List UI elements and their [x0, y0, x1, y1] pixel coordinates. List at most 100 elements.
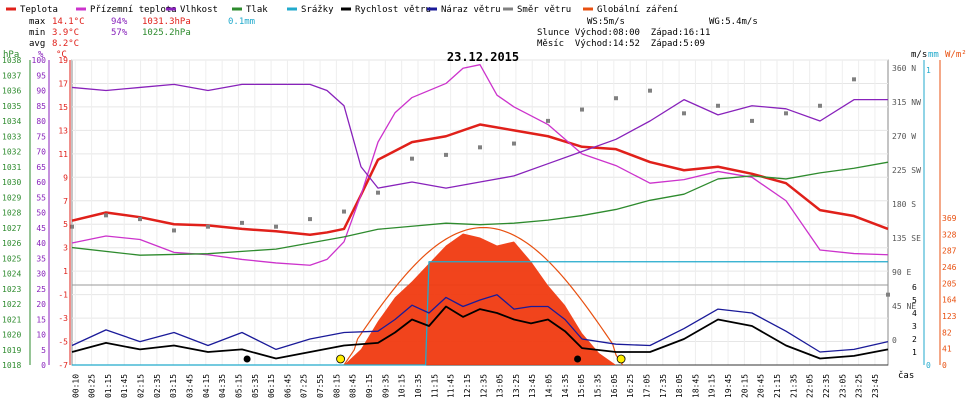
tick-humidity: 5 — [41, 346, 46, 355]
tick-time: 06:45 — [283, 374, 292, 398]
tick-rain: 0 — [926, 361, 931, 370]
tick-time: 19:15 — [708, 374, 717, 398]
wind-dir-point — [886, 292, 890, 297]
series-Náraz větru — [71, 294, 889, 353]
tick-temperature: -7 — [58, 361, 68, 370]
unit-pct: % — [38, 50, 44, 60]
moon-moonset-marker — [243, 355, 251, 363]
radiation-envelope — [343, 226, 624, 366]
tick-time: 14:35 — [561, 374, 570, 398]
tick-temperature: 5 — [63, 220, 68, 229]
unit-mm: mm — [928, 50, 939, 60]
tick-humidity: 95 — [36, 71, 46, 80]
unit-deg: °C — [56, 50, 67, 60]
stat-max-press: 1031.3hPa — [142, 17, 191, 27]
tick-radiation: 82 — [942, 328, 952, 337]
wind-dir-point — [376, 190, 380, 195]
sun-sunrise-marker — [336, 354, 346, 364]
wind-dir-point — [750, 118, 754, 123]
stat-min-press: 1025.2hPa — [142, 28, 191, 38]
tick-pressure: 1021 — [2, 315, 21, 324]
unit-hpa: hPa — [3, 50, 19, 60]
legend-label: Teplota — [20, 5, 58, 15]
stat-avg-label: avg — [29, 39, 45, 49]
tick-time: 04:15 — [202, 374, 211, 398]
tick-time: 02:35 — [153, 374, 162, 398]
tick-temperature: -3 — [58, 314, 68, 323]
legend-label: Rychlost větru — [355, 5, 431, 15]
wind-dir-point — [478, 145, 482, 150]
stat-min-hum: 57% — [111, 28, 128, 38]
legend-label: Globální záření — [597, 5, 678, 15]
tick-time: 20:15 — [740, 374, 749, 398]
radiation-fill — [344, 233, 616, 365]
radiation-area — [343, 226, 624, 366]
tick-wind: 2 — [912, 335, 917, 344]
tick-humidity: 80 — [36, 117, 46, 126]
tick-humidity: 0 — [41, 361, 46, 370]
tick-radiation: 246 — [942, 263, 957, 272]
tick-pressure: 1036 — [2, 87, 21, 96]
tick-direction: 135 SE — [892, 234, 921, 243]
legend-label: Tlak — [246, 5, 268, 15]
tick-temperature: 15 — [58, 103, 68, 112]
tick-rain: 1 — [926, 66, 931, 75]
tick-radiation: 328 — [942, 230, 957, 239]
series-lines — [71, 64, 889, 366]
tick-temperature: 11 — [58, 150, 68, 159]
tick-humidity: 15 — [36, 315, 46, 324]
wind-dir-point — [614, 96, 618, 101]
series-Vlhkost — [71, 83, 888, 189]
axes: 1018101910201021102210231024102510261027… — [2, 56, 957, 398]
tick-wind: 5 — [912, 296, 917, 305]
tick-time: 23:25 — [855, 374, 864, 398]
legend-label: Přízemní teplota — [90, 5, 177, 15]
tick-time: 11:15 — [430, 374, 439, 398]
tick-pressure: 1032 — [2, 148, 21, 157]
tick-humidity: 35 — [36, 254, 46, 263]
tick-radiation: 205 — [942, 279, 957, 288]
tick-humidity: 65 — [36, 163, 46, 172]
tick-pressure: 1031 — [2, 163, 21, 172]
wind-dir-point — [138, 217, 142, 222]
tick-pressure: 1024 — [2, 270, 21, 279]
tick-wind: 4 — [912, 309, 917, 318]
info-wind: WS:5m/s — [587, 17, 625, 27]
tick-time: 13:25 — [512, 374, 521, 398]
stat-avg-temp: 8.2°C — [52, 39, 79, 49]
tick-radiation: 123 — [942, 312, 957, 321]
wind-dir-point — [206, 224, 210, 229]
tick-direction: 315 NW — [892, 98, 921, 107]
tick-time: 21:15 — [773, 374, 782, 398]
tick-time: 12:15 — [463, 374, 472, 398]
tick-time: 00:10 — [71, 374, 80, 398]
tick-time: 02:15 — [137, 374, 146, 398]
tick-humidity: 75 — [36, 132, 46, 141]
tick-time: 19:45 — [724, 374, 733, 398]
tick-humidity: 100 — [32, 56, 47, 65]
tick-pressure: 1034 — [2, 117, 21, 126]
tick-time: 05:35 — [251, 374, 260, 398]
tick-time: 07:55 — [316, 374, 325, 398]
tick-direction: 90 E — [892, 268, 911, 277]
stat-max-rain: 0.1mm — [228, 17, 255, 27]
tick-pressure: 1026 — [2, 239, 21, 248]
tick-radiation: 164 — [942, 296, 957, 305]
tick-direction: 225 SW — [892, 166, 921, 175]
wind-dir-point — [70, 224, 74, 229]
tick-direction: 180 S — [892, 200, 916, 209]
stat-max-hum: 94% — [111, 17, 128, 27]
tick-time: 12:35 — [479, 374, 488, 398]
chart-title: 23.12.2015 — [447, 50, 519, 64]
info-moon: Měsíc Východ:14:52 Západ:5:09 — [537, 39, 705, 49]
tick-time: 06:15 — [267, 374, 276, 398]
wind-dir-point — [512, 141, 516, 146]
wind-dir-point — [104, 213, 108, 218]
info-sun: Slunce Východ:08:00 Západ:16:11 — [537, 28, 710, 38]
tick-time: 08:15 — [332, 374, 341, 398]
legend: Teplota Přízemní teplota Vlhkost Tlak Srážky… — [6, 5, 678, 15]
tick-wind: 1 — [912, 348, 917, 357]
tick-humidity: 90 — [36, 87, 46, 96]
series-Rychlost větru — [71, 305, 889, 360]
